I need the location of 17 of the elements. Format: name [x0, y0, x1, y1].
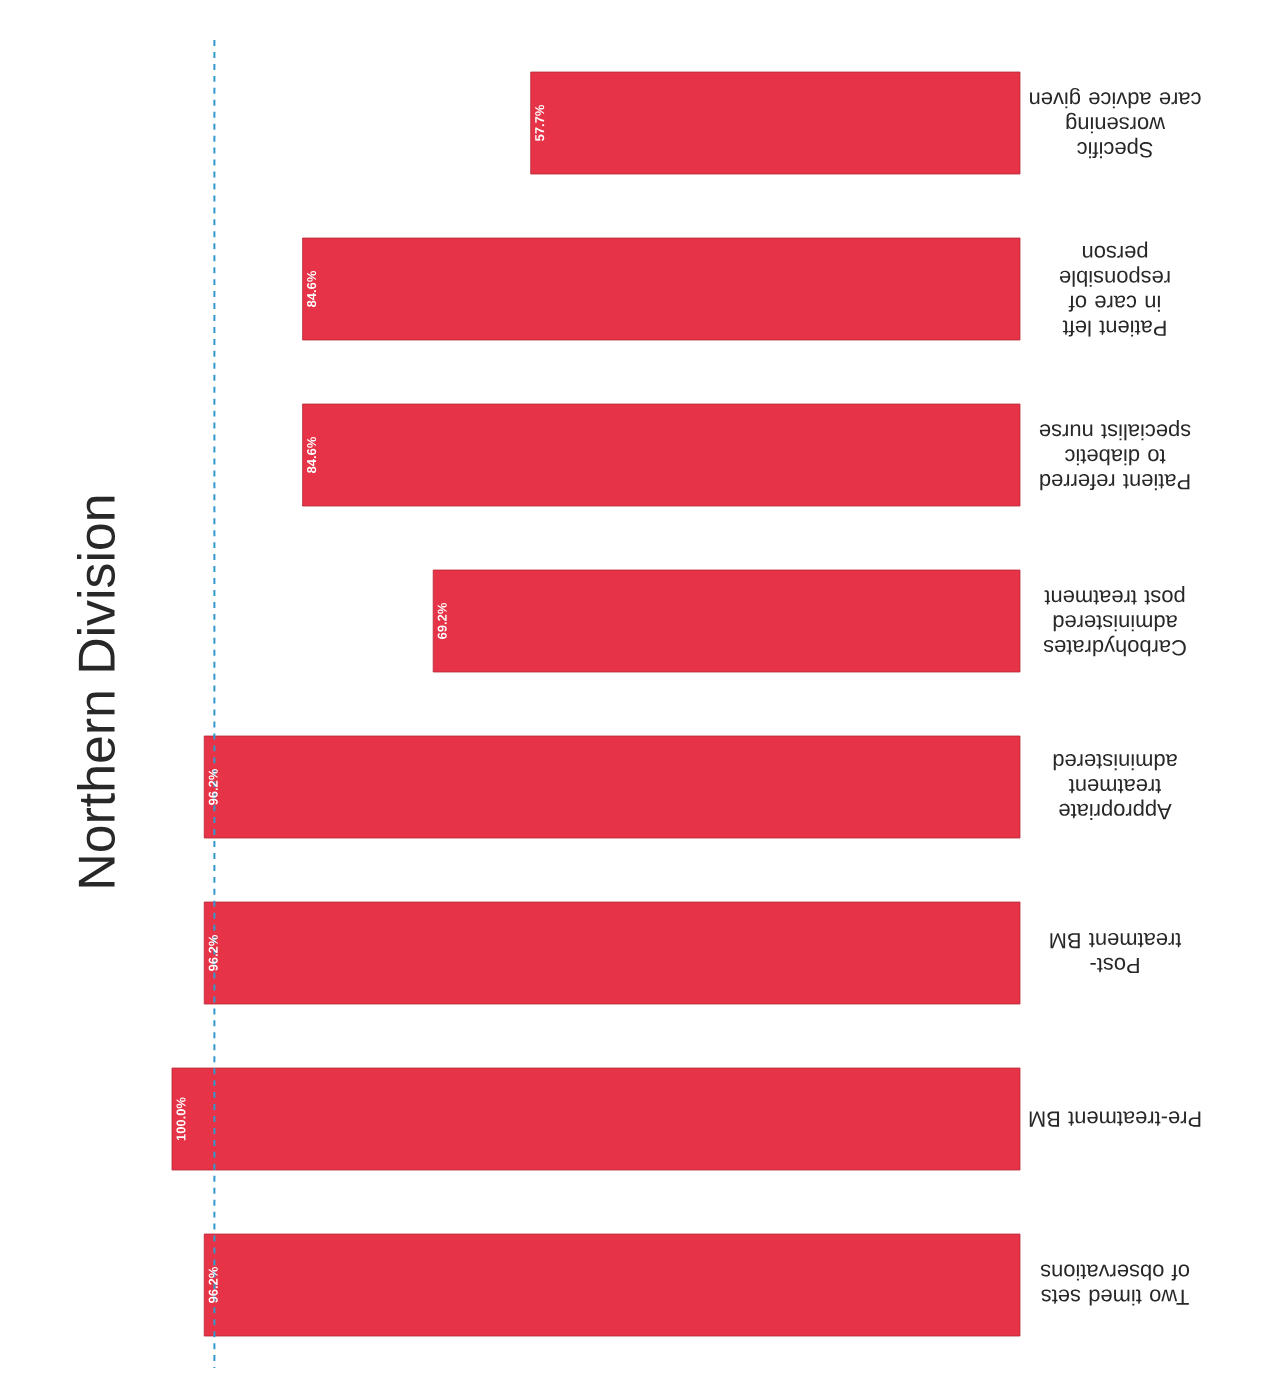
y-tick-label: Patient left in care of responsible person	[1059, 241, 1170, 337]
bar	[432, 569, 1021, 673]
bar	[203, 901, 1021, 1005]
y-tick-label: Post-treatment BM	[1050, 932, 1182, 974]
y-tick-label: Two timed sets of observations	[1040, 1264, 1190, 1306]
y-tick-label: Appropriate treatment administered	[1053, 754, 1177, 820]
bar	[302, 403, 1021, 507]
y-tick-label: Carbohydrates administered post treatment	[1043, 585, 1186, 657]
bar	[203, 735, 1021, 839]
bar	[302, 237, 1021, 341]
y-tick-label: Pre-treatment BM	[1029, 1111, 1201, 1127]
y-tick-label: Patient referred to diabetic specialist nurse	[1039, 419, 1191, 491]
y-tick-label: Specific worsening care advice given	[1030, 87, 1201, 159]
text: Northern Division	[76, 496, 116, 887]
bar	[203, 1233, 1021, 1337]
bar	[530, 71, 1021, 175]
bar	[171, 1067, 1021, 1171]
